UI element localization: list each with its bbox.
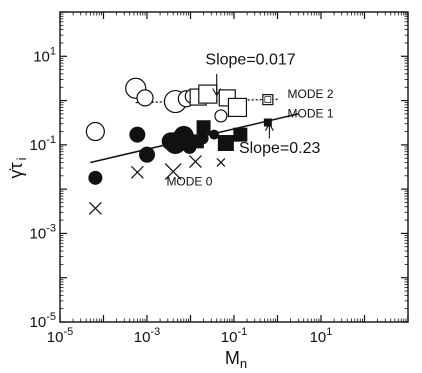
x-tick-label: 10-5 (47, 326, 73, 346)
filled-square-point (196, 120, 211, 135)
x-tick-label: 101 (310, 326, 333, 346)
axis-ticks: 10-5 10-3 10-1 101 10-5 10-3 10-1 101 (30, 11, 409, 346)
open-square-point (262, 94, 274, 106)
x-axis-title: Mn (225, 348, 247, 371)
open-square-inner (264, 96, 272, 103)
open-circle-point (136, 89, 154, 107)
filled-square-point (263, 118, 272, 127)
y-tick-label: 10-1 (30, 134, 56, 154)
mode-0-label: MODE 0 (166, 175, 212, 189)
x-tick-label: 10-3 (134, 326, 160, 346)
slope-lower-arrowhead (264, 122, 274, 131)
open-circle-point (85, 121, 105, 142)
cross-point (216, 158, 226, 167)
filled-square-point (217, 135, 234, 152)
filled-circle-point (88, 170, 103, 185)
data-marks (85, 77, 299, 215)
filled-circle-point (129, 126, 146, 143)
cross-point (189, 155, 202, 168)
y-tick-label: 101 (33, 45, 56, 65)
filled-circle-point (139, 146, 155, 163)
mode-1-label: MODE 1 (288, 106, 334, 120)
cross-point (130, 165, 144, 179)
slope-upper-label: Slope=0.017 (205, 52, 295, 69)
open-square-point (227, 97, 248, 118)
y-axis-title: γ̇τi (6, 157, 29, 178)
filled-square-point (189, 134, 204, 149)
y-tick-label: 10-5 (30, 311, 56, 331)
open-circle-point (214, 109, 228, 123)
open-square-point (198, 84, 218, 104)
y-tick-label: 10-3 (30, 222, 56, 242)
annotations: Slope=0.017 Slope=0.23 MODE 2 MODE 1 MODE 0 (166, 52, 333, 189)
cross-point (164, 163, 182, 180)
filled-square-point (233, 127, 248, 142)
filled-circle-point (209, 129, 220, 140)
slope-lower-label: Slope=0.23 (239, 140, 321, 157)
slope-upper-arrowhead (212, 88, 222, 97)
mode-2-label: MODE 2 (288, 87, 334, 101)
x-tick-label: 10-1 (221, 326, 247, 346)
cross-point (88, 201, 102, 215)
